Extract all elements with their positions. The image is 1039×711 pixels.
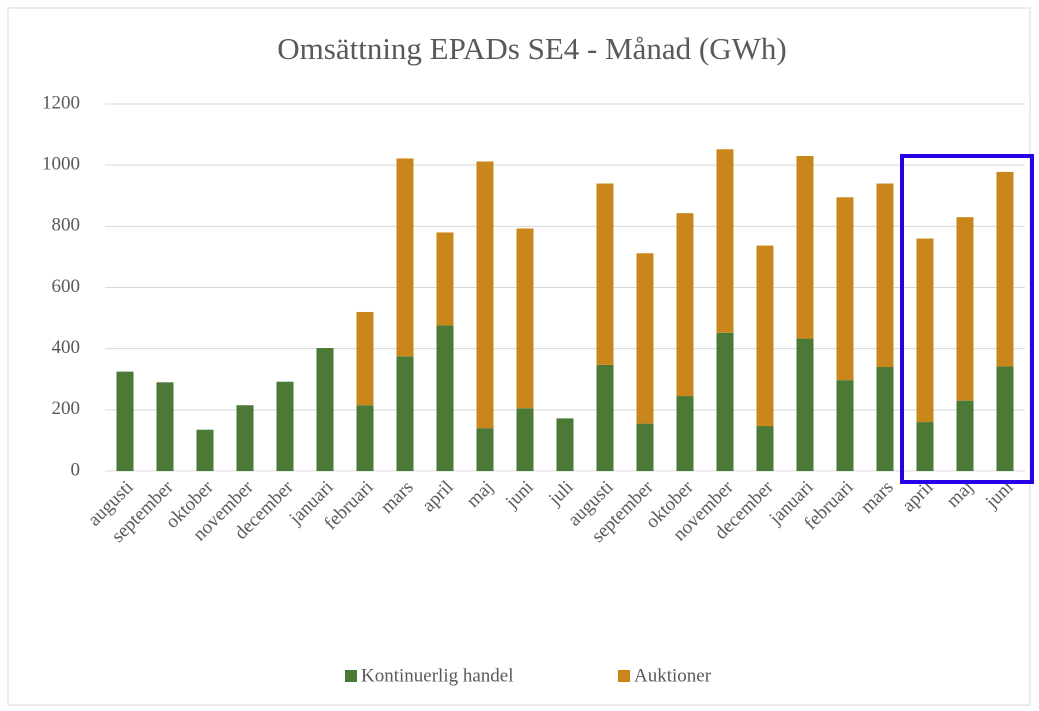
bar-segment	[916, 422, 934, 471]
y-tick-label: 1000	[42, 154, 80, 175]
legend-label: Kontinuerlig handel	[361, 665, 514, 686]
bar-segment	[276, 381, 294, 471]
bar-segment	[796, 338, 814, 471]
y-tick-label: 800	[52, 215, 81, 236]
bar-segment	[636, 253, 654, 424]
bar-segment	[996, 366, 1014, 471]
bar-segment	[396, 356, 414, 471]
bar-segment	[356, 405, 374, 471]
bar-segment	[476, 161, 494, 429]
bar-segment	[436, 232, 454, 326]
legend-swatch	[618, 670, 630, 682]
bar-segment	[476, 428, 494, 471]
y-tick-label: 400	[52, 337, 81, 358]
legend-label: Auktioner	[634, 665, 712, 686]
legend-swatch	[345, 670, 357, 682]
chart-title: Omsättning EPADs SE4 - Månad (GWh)	[277, 31, 786, 66]
bar-segment	[876, 183, 894, 368]
bar-segment	[916, 238, 934, 423]
bar-segment	[996, 171, 1014, 367]
bar-segment	[196, 429, 214, 471]
bar-segment	[636, 423, 654, 471]
bar-segment	[756, 426, 774, 471]
bar-segment	[396, 158, 414, 357]
bar-segment	[956, 400, 974, 471]
bar-segment	[756, 245, 774, 427]
bar-segment	[596, 364, 614, 471]
bar-segment	[796, 155, 814, 339]
bar-segment	[356, 311, 374, 406]
bar-segment	[836, 197, 854, 381]
bar-segment	[956, 217, 974, 401]
highlight-box	[900, 154, 1034, 484]
y-tick-label: 600	[52, 276, 81, 297]
bar-segment	[436, 325, 454, 471]
bar-segment	[876, 367, 894, 471]
bar-segment	[596, 183, 614, 365]
bar-segment	[836, 380, 854, 471]
bar-segment	[236, 405, 254, 471]
bar-segment	[516, 408, 534, 471]
y-tick-label: 200	[52, 398, 81, 419]
bar-segment	[556, 418, 574, 471]
bar-segment	[716, 149, 734, 333]
bar-segment	[676, 396, 694, 471]
bar-segment	[156, 382, 174, 471]
bar-segment	[516, 228, 534, 409]
y-tick-label: 1200	[42, 92, 80, 113]
bar-segment	[116, 371, 134, 471]
bar-segment	[676, 213, 694, 397]
y-tick-label: 0	[71, 459, 81, 480]
bar-segment	[716, 332, 734, 471]
bar-segment	[316, 348, 334, 471]
